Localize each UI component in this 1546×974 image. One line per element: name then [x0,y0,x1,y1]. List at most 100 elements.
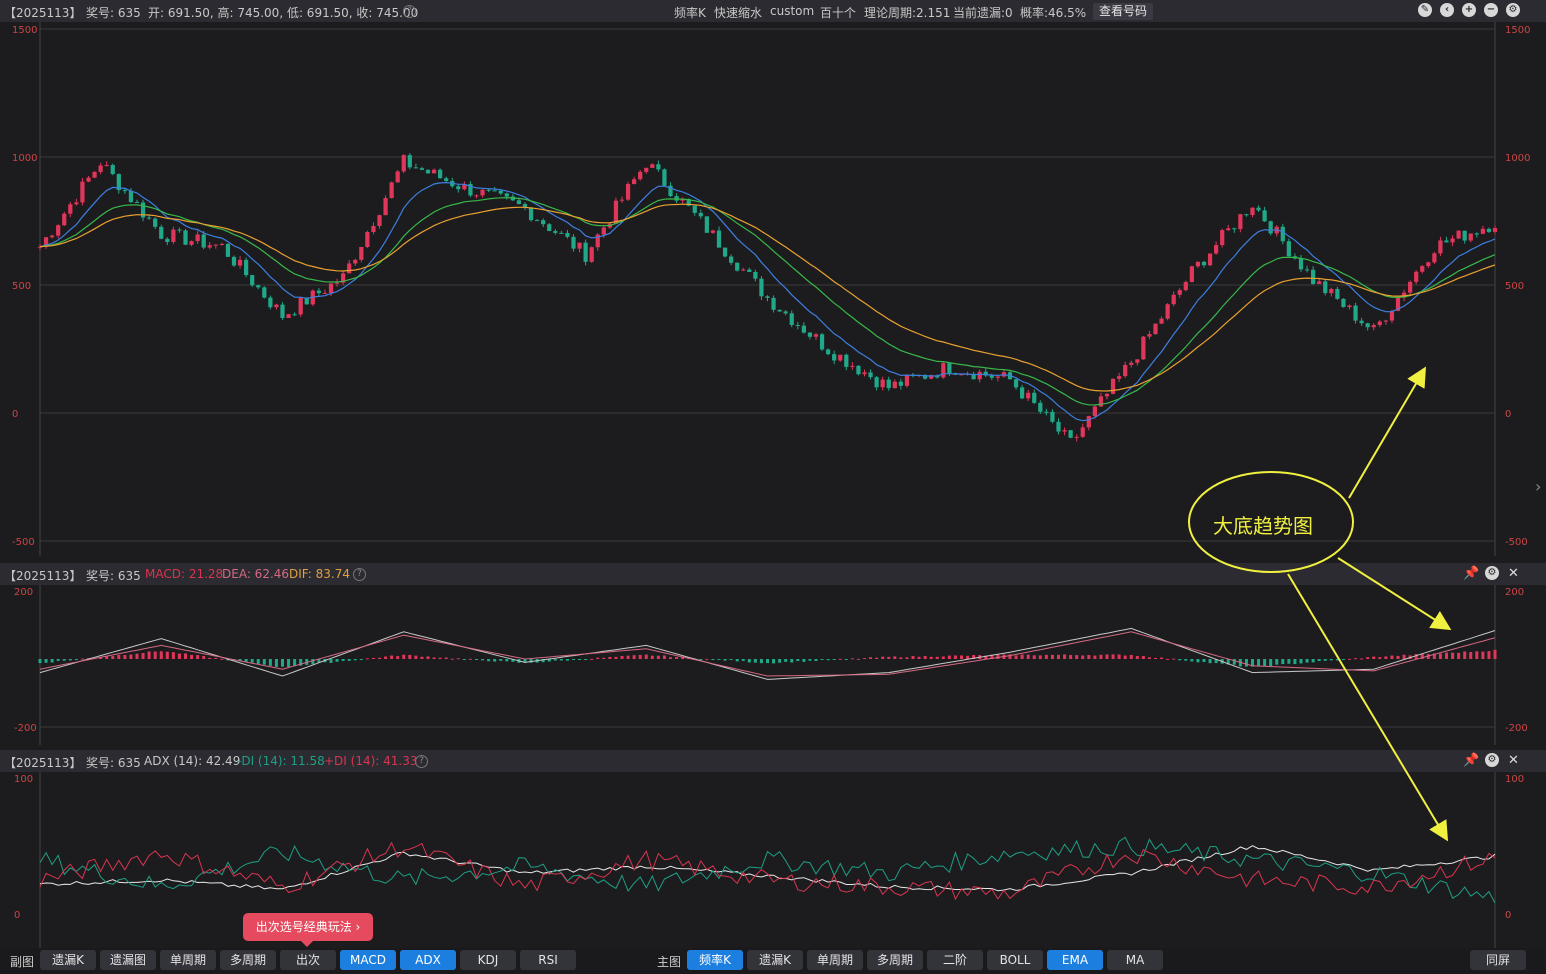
candle [1171,294,1176,305]
candle [347,263,352,274]
sub-chart-tab[interactable]: 出次 [280,950,336,970]
candle [98,165,103,172]
macd-bar [365,658,369,660]
sub-chart-tab[interactable]: RSI [520,950,576,970]
y-tick-label: 1000 [1505,153,1530,164]
macd-bar [1451,652,1455,659]
main-chart-tab[interactable]: 单周期 [807,950,863,970]
pin-icon[interactable]: 📌 [1463,753,1480,768]
zoom-out-icon[interactable]: − [1484,3,1498,17]
macd-bar [456,658,460,660]
macd-bar [602,657,606,659]
main-chart-svg[interactable]: 1500 1500 1000 1000 500 500 0 0 -500 -500 [0,22,1546,556]
sub-chart-tab[interactable]: KDJ [460,950,516,970]
candle [56,225,61,236]
settings-icon[interactable]: ⚙ [1506,3,1520,17]
macd-chart-svg[interactable]: 200 200 -200 -200 [0,585,1546,745]
main-chart-tab[interactable]: BOLL [987,950,1043,970]
candle [268,297,273,308]
macd-bar [511,659,515,662]
macd-bar [772,659,776,664]
candle [177,229,182,231]
macd-bar [1390,655,1394,659]
main-chart-tab[interactable]: 遗漏K [747,950,803,970]
minus-di-line [39,836,1496,904]
macd-bar [1335,659,1339,661]
macd-bar [1178,659,1182,661]
main-header-ohlc: 开: 691.50, 高: 745.00, 低: 691.50, 收: 745.… [148,6,419,20]
main-chart-tab[interactable]: 二阶 [927,950,983,970]
macd-bar [1232,659,1236,665]
candle [1080,427,1085,437]
main-chart-tab[interactable]: 多周期 [867,950,923,970]
macd-bar [905,657,909,659]
y-tick-label: 100 [1505,774,1524,785]
sub-chart-tab[interactable]: MACD [340,950,396,970]
pin-icon[interactable]: 📌 [1463,566,1480,581]
help-icon[interactable]: ? [415,755,428,768]
back-icon[interactable]: ‹ [1440,3,1454,17]
candle [698,212,703,217]
mode-item[interactable]: custom [770,4,815,18]
sub-chart-tab[interactable]: 单周期 [160,950,216,970]
candle [286,314,291,318]
candle [225,243,231,257]
macd-bar [1202,659,1206,663]
promo-tooltip[interactable]: 出次选号经典玩法 › [243,913,373,947]
mode-item[interactable]: 快速缩水 [714,6,763,20]
candle [589,247,594,262]
fullscreen-button[interactable]: 同屏 [1470,950,1526,970]
macd-panel[interactable]: 200 200 -200 -200 [0,585,1546,745]
macd-bar [171,652,175,659]
macd-bar [608,656,612,659]
mode-item[interactable]: 百十个 [820,6,857,20]
settings-icon[interactable]: ⚙ [1485,753,1499,767]
mode-item: 当前遗漏:0 [953,6,1013,20]
macd-bar [499,659,503,661]
macd-bar [1190,659,1194,662]
candle [1341,298,1346,308]
sub-chart-tab[interactable]: 遗漏图 [100,950,156,970]
plus-di-line [39,841,1496,901]
candle [50,235,55,238]
sub-chart-tab[interactable]: 遗漏K [40,950,96,970]
main-chart-tab[interactable]: EMA [1047,950,1103,970]
edit-icon[interactable]: ✎ [1418,3,1432,17]
mode-item[interactable]: 频率K [674,6,706,20]
candle [1013,379,1019,388]
candle [777,309,782,312]
main-chart-tab[interactable]: 频率K [687,950,743,970]
candle [1104,393,1110,397]
macd-bar [1348,658,1351,660]
close-icon[interactable]: ✕ [1508,566,1519,581]
close-icon[interactable]: ✕ [1508,753,1519,768]
macd-bar [1244,659,1248,667]
settings-icon[interactable]: ⚙ [1485,566,1499,580]
macd-bar [984,655,988,659]
candle [498,190,503,194]
help-icon[interactable]: ? [403,5,416,18]
adx-chart-svg[interactable]: 100 100 0 0 [0,772,1546,948]
macd-bar [347,659,351,661]
macd-bar [505,659,509,662]
zoom-in-icon[interactable]: + [1462,3,1476,17]
adx-panel[interactable]: 100 100 0 0 [0,772,1546,948]
main-chart-panel[interactable]: 1500 1500 1000 1000 500 500 0 0 -500 -500 [0,22,1546,556]
macd-bar [1354,658,1358,660]
sub-chart-tab[interactable]: ADX [400,950,456,970]
macd-bar [863,658,866,660]
sub-chart-tab[interactable]: 多周期 [220,950,276,970]
macd-bar [523,659,527,663]
help-icon[interactable]: ? [353,568,366,581]
candle [1335,288,1340,299]
candle [1444,240,1449,243]
macd-bar [1147,657,1151,659]
chevron-right-icon[interactable]: › [1535,477,1542,496]
main-chart-tab[interactable]: MA [1107,950,1163,970]
macd-bar [1341,659,1345,660]
candle [1371,325,1376,328]
macd-bar [869,657,873,659]
candle [571,236,576,249]
view-numbers-button[interactable]: 查看号码 [1093,3,1154,20]
macd-bar [390,655,394,659]
